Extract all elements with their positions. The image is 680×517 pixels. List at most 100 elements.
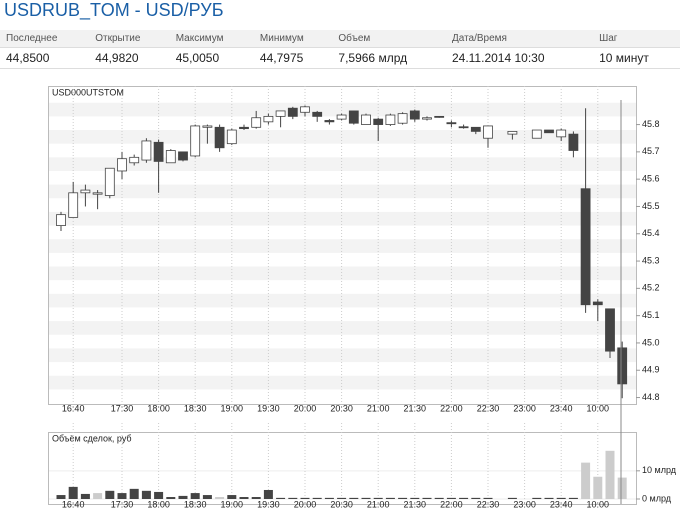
stripe xyxy=(49,266,636,281)
volume-bar xyxy=(593,476,603,499)
candle-body xyxy=(531,129,542,139)
volume-bar xyxy=(544,497,554,499)
volume-bar xyxy=(507,497,517,499)
cell-value: 7,5966 млрд xyxy=(332,47,446,69)
x-tick-label: 20:30 xyxy=(330,499,353,509)
candle-body xyxy=(397,113,408,124)
y-tick-label: 45.4 xyxy=(642,228,660,238)
candle-body xyxy=(336,114,347,120)
volume-bar xyxy=(288,497,298,499)
candle-body xyxy=(568,133,579,151)
y-tick-label: 44.9 xyxy=(642,365,660,375)
volume-bar xyxy=(129,488,139,499)
volume-bar xyxy=(446,497,456,499)
x-tick-label: 16:40 xyxy=(62,403,85,413)
y-tick-label: 45.0 xyxy=(642,337,660,347)
volume-bar xyxy=(349,497,359,499)
volume-bar xyxy=(422,497,432,499)
stripe xyxy=(49,293,636,308)
candle-body xyxy=(580,188,591,306)
stripe xyxy=(49,184,636,199)
y-tick-label: 45.8 xyxy=(642,119,660,129)
volume-bar xyxy=(556,497,566,499)
column-header: Объем xyxy=(332,30,446,48)
x-tick-label: 18:00 xyxy=(147,499,170,509)
x-tick-label: 22:30 xyxy=(477,403,500,413)
volume-bar xyxy=(324,497,334,499)
candle-body xyxy=(153,141,164,162)
candle-body xyxy=(312,111,323,117)
y-tick-label: 10 млрд xyxy=(642,465,677,475)
volume-title: Объём сделок, руб xyxy=(52,433,132,443)
page-title: USDRUB_TOM - USD/РУБ xyxy=(4,0,224,20)
x-tick-label: 17:30 xyxy=(111,499,134,509)
volume-bar xyxy=(605,450,615,499)
candle-body xyxy=(226,129,237,145)
column-header: Максимум xyxy=(169,30,254,48)
y-tick-label: 45.5 xyxy=(642,201,660,211)
x-tick-label: 10:00 xyxy=(587,403,610,413)
volume-bar xyxy=(459,497,469,499)
x-tick-label: 20:00 xyxy=(294,499,317,509)
x-tick-label: 16:40 xyxy=(62,499,85,509)
x-tick-label: 18:30 xyxy=(184,499,207,509)
volume-bar xyxy=(227,495,237,499)
x-tick-label: 22:00 xyxy=(440,403,463,413)
x-tick-label: 17:30 xyxy=(111,403,134,413)
stripe xyxy=(49,375,636,390)
cell-value: 44,8500 xyxy=(0,47,90,69)
candle-body xyxy=(202,125,213,128)
x-tick-label: 19:00 xyxy=(221,403,244,413)
candle-body xyxy=(483,125,493,139)
candle-body xyxy=(263,115,274,123)
volume-bar xyxy=(68,486,78,499)
stripe xyxy=(49,211,636,226)
x-tick-label: 20:00 xyxy=(294,403,317,413)
candle-body xyxy=(104,167,115,196)
y-tick-label: 45.2 xyxy=(642,283,660,293)
volume-bar xyxy=(312,497,322,499)
y-tick-label: 44.8 xyxy=(642,392,660,402)
x-tick-label: 23:40 xyxy=(550,403,573,413)
candle-body xyxy=(56,214,66,226)
candle-body xyxy=(458,126,469,129)
volume-bar xyxy=(215,497,225,499)
header-row: Последнее Открытие Максимум Минимум Объем Дат… xyxy=(0,30,680,48)
candle-body xyxy=(507,130,518,135)
candle-body xyxy=(214,126,225,149)
volume-bar xyxy=(154,491,164,499)
y-tick-label: 45.3 xyxy=(642,255,660,265)
x-tick-label: 19:00 xyxy=(221,499,244,509)
x-tick-label: 19:30 xyxy=(257,499,280,509)
x-tick-label: 19:30 xyxy=(257,403,280,413)
x-tick-label: 22:30 xyxy=(477,499,500,509)
volume-bar xyxy=(568,497,578,499)
column-header: Минимум xyxy=(253,30,333,48)
candle-body xyxy=(251,117,262,128)
candle-body xyxy=(422,117,432,120)
x-tick-label: 21:00 xyxy=(367,403,390,413)
candle-body xyxy=(287,107,298,117)
y-tick-label: 45.6 xyxy=(642,174,660,184)
candle-body xyxy=(68,192,79,218)
candle-body xyxy=(300,106,310,113)
volume-bar xyxy=(166,497,176,499)
candle-body xyxy=(605,308,615,352)
cell-value: 10 минут xyxy=(593,47,680,69)
volume-bar xyxy=(105,490,115,499)
candle-body xyxy=(141,140,152,161)
volume-bar xyxy=(532,497,542,499)
volume-bar xyxy=(251,497,261,499)
cell-value: 45,0050 xyxy=(169,47,254,69)
column-header: Открытие xyxy=(89,30,170,48)
x-tick-label: 21:30 xyxy=(404,403,427,413)
stripe xyxy=(49,102,636,117)
volume-bar xyxy=(141,490,151,499)
stripe xyxy=(49,157,636,171)
candle-body xyxy=(117,158,127,172)
volume-bar xyxy=(300,497,310,499)
volume-bar xyxy=(483,497,493,499)
candle-body xyxy=(80,189,91,194)
volume-bar xyxy=(434,497,444,499)
volume-bar xyxy=(410,497,420,499)
